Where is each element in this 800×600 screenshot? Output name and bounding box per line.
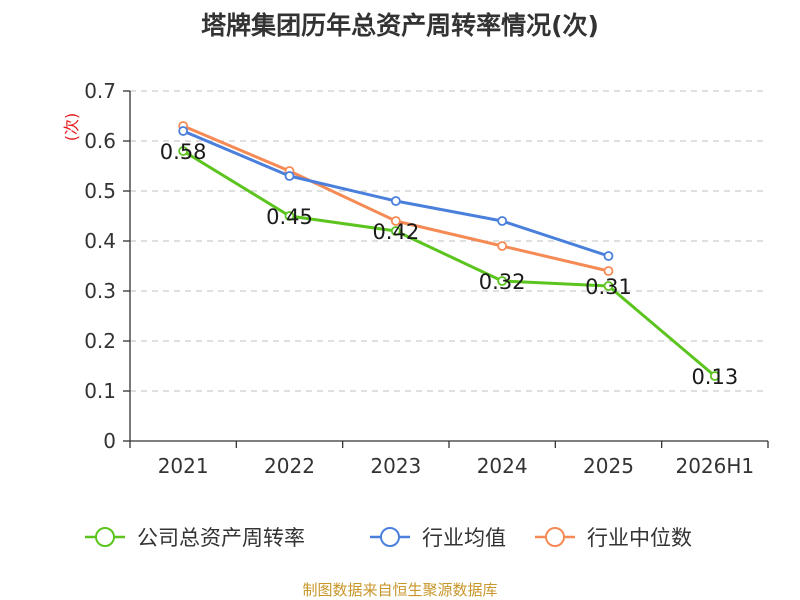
data-point <box>603 251 614 261</box>
legend-marker <box>545 527 565 547</box>
data-point <box>497 276 508 286</box>
series-group <box>178 121 720 381</box>
data-point <box>497 216 508 226</box>
grid <box>130 90 768 392</box>
data-label: 0.45 <box>266 205 313 229</box>
series-line-0 <box>182 149 716 378</box>
data-point <box>178 126 189 136</box>
legend-marker <box>95 527 115 547</box>
source-note: 制图数据来自恒生聚源数据库 <box>302 581 497 599</box>
data-label: 0.58 <box>160 140 207 164</box>
data-label: 0.32 <box>479 270 526 294</box>
y-tick-label: 0.2 <box>84 329 116 353</box>
data-label: 0.13 <box>691 365 738 389</box>
data-labels: 0.58 0.45 0.42 0.32 0.31 0.13 <box>160 140 738 389</box>
y-tick-label: 0.5 <box>84 179 116 203</box>
legend-label: 公司总资产周转率 <box>137 526 305 550</box>
x-tick-label: 2025 <box>583 454 634 478</box>
data-point <box>603 281 614 291</box>
data-point <box>178 146 189 156</box>
y-tick-label: 0.6 <box>84 129 116 153</box>
legend: 公司总资产周转率 行业均值 行业中位数 <box>85 526 692 550</box>
legend-label: 行业均值 <box>422 526 506 550</box>
y-tick-label: 0.7 <box>84 79 116 103</box>
chart-title: 塔牌集团历年总资产周转率情况(次) <box>201 11 599 40</box>
data-point <box>390 226 401 236</box>
x-tick-label: 2022 <box>264 454 315 478</box>
y-tick-label: 0.1 <box>84 379 116 403</box>
data-label: 0.42 <box>372 220 419 244</box>
x-tick-label: 2021 <box>158 454 209 478</box>
y-tick-label: 0.4 <box>84 229 116 253</box>
y-axis-label: (次) <box>62 113 81 142</box>
data-point <box>709 371 720 381</box>
data-label: 0.31 <box>585 275 632 299</box>
y-tick-label: 0 <box>103 429 116 453</box>
y-tick-label: 0.3 <box>84 279 116 303</box>
legend-label: 行业中位数 <box>587 526 692 550</box>
data-point <box>603 266 614 276</box>
data-point <box>390 196 401 206</box>
legend-marker <box>380 527 400 547</box>
x-tick-label: 2023 <box>370 454 421 478</box>
x-tick-label: 2026H1 <box>675 454 754 478</box>
data-point <box>390 216 401 226</box>
data-point <box>284 211 295 221</box>
data-point <box>497 241 508 251</box>
data-point <box>284 171 295 181</box>
x-tick-label: 2024 <box>477 454 528 478</box>
axes: 0 0.1 0.2 0.3 0.4 0.5 0.6 0.7 2021 2022 2023 2024 20… <box>84 79 769 478</box>
